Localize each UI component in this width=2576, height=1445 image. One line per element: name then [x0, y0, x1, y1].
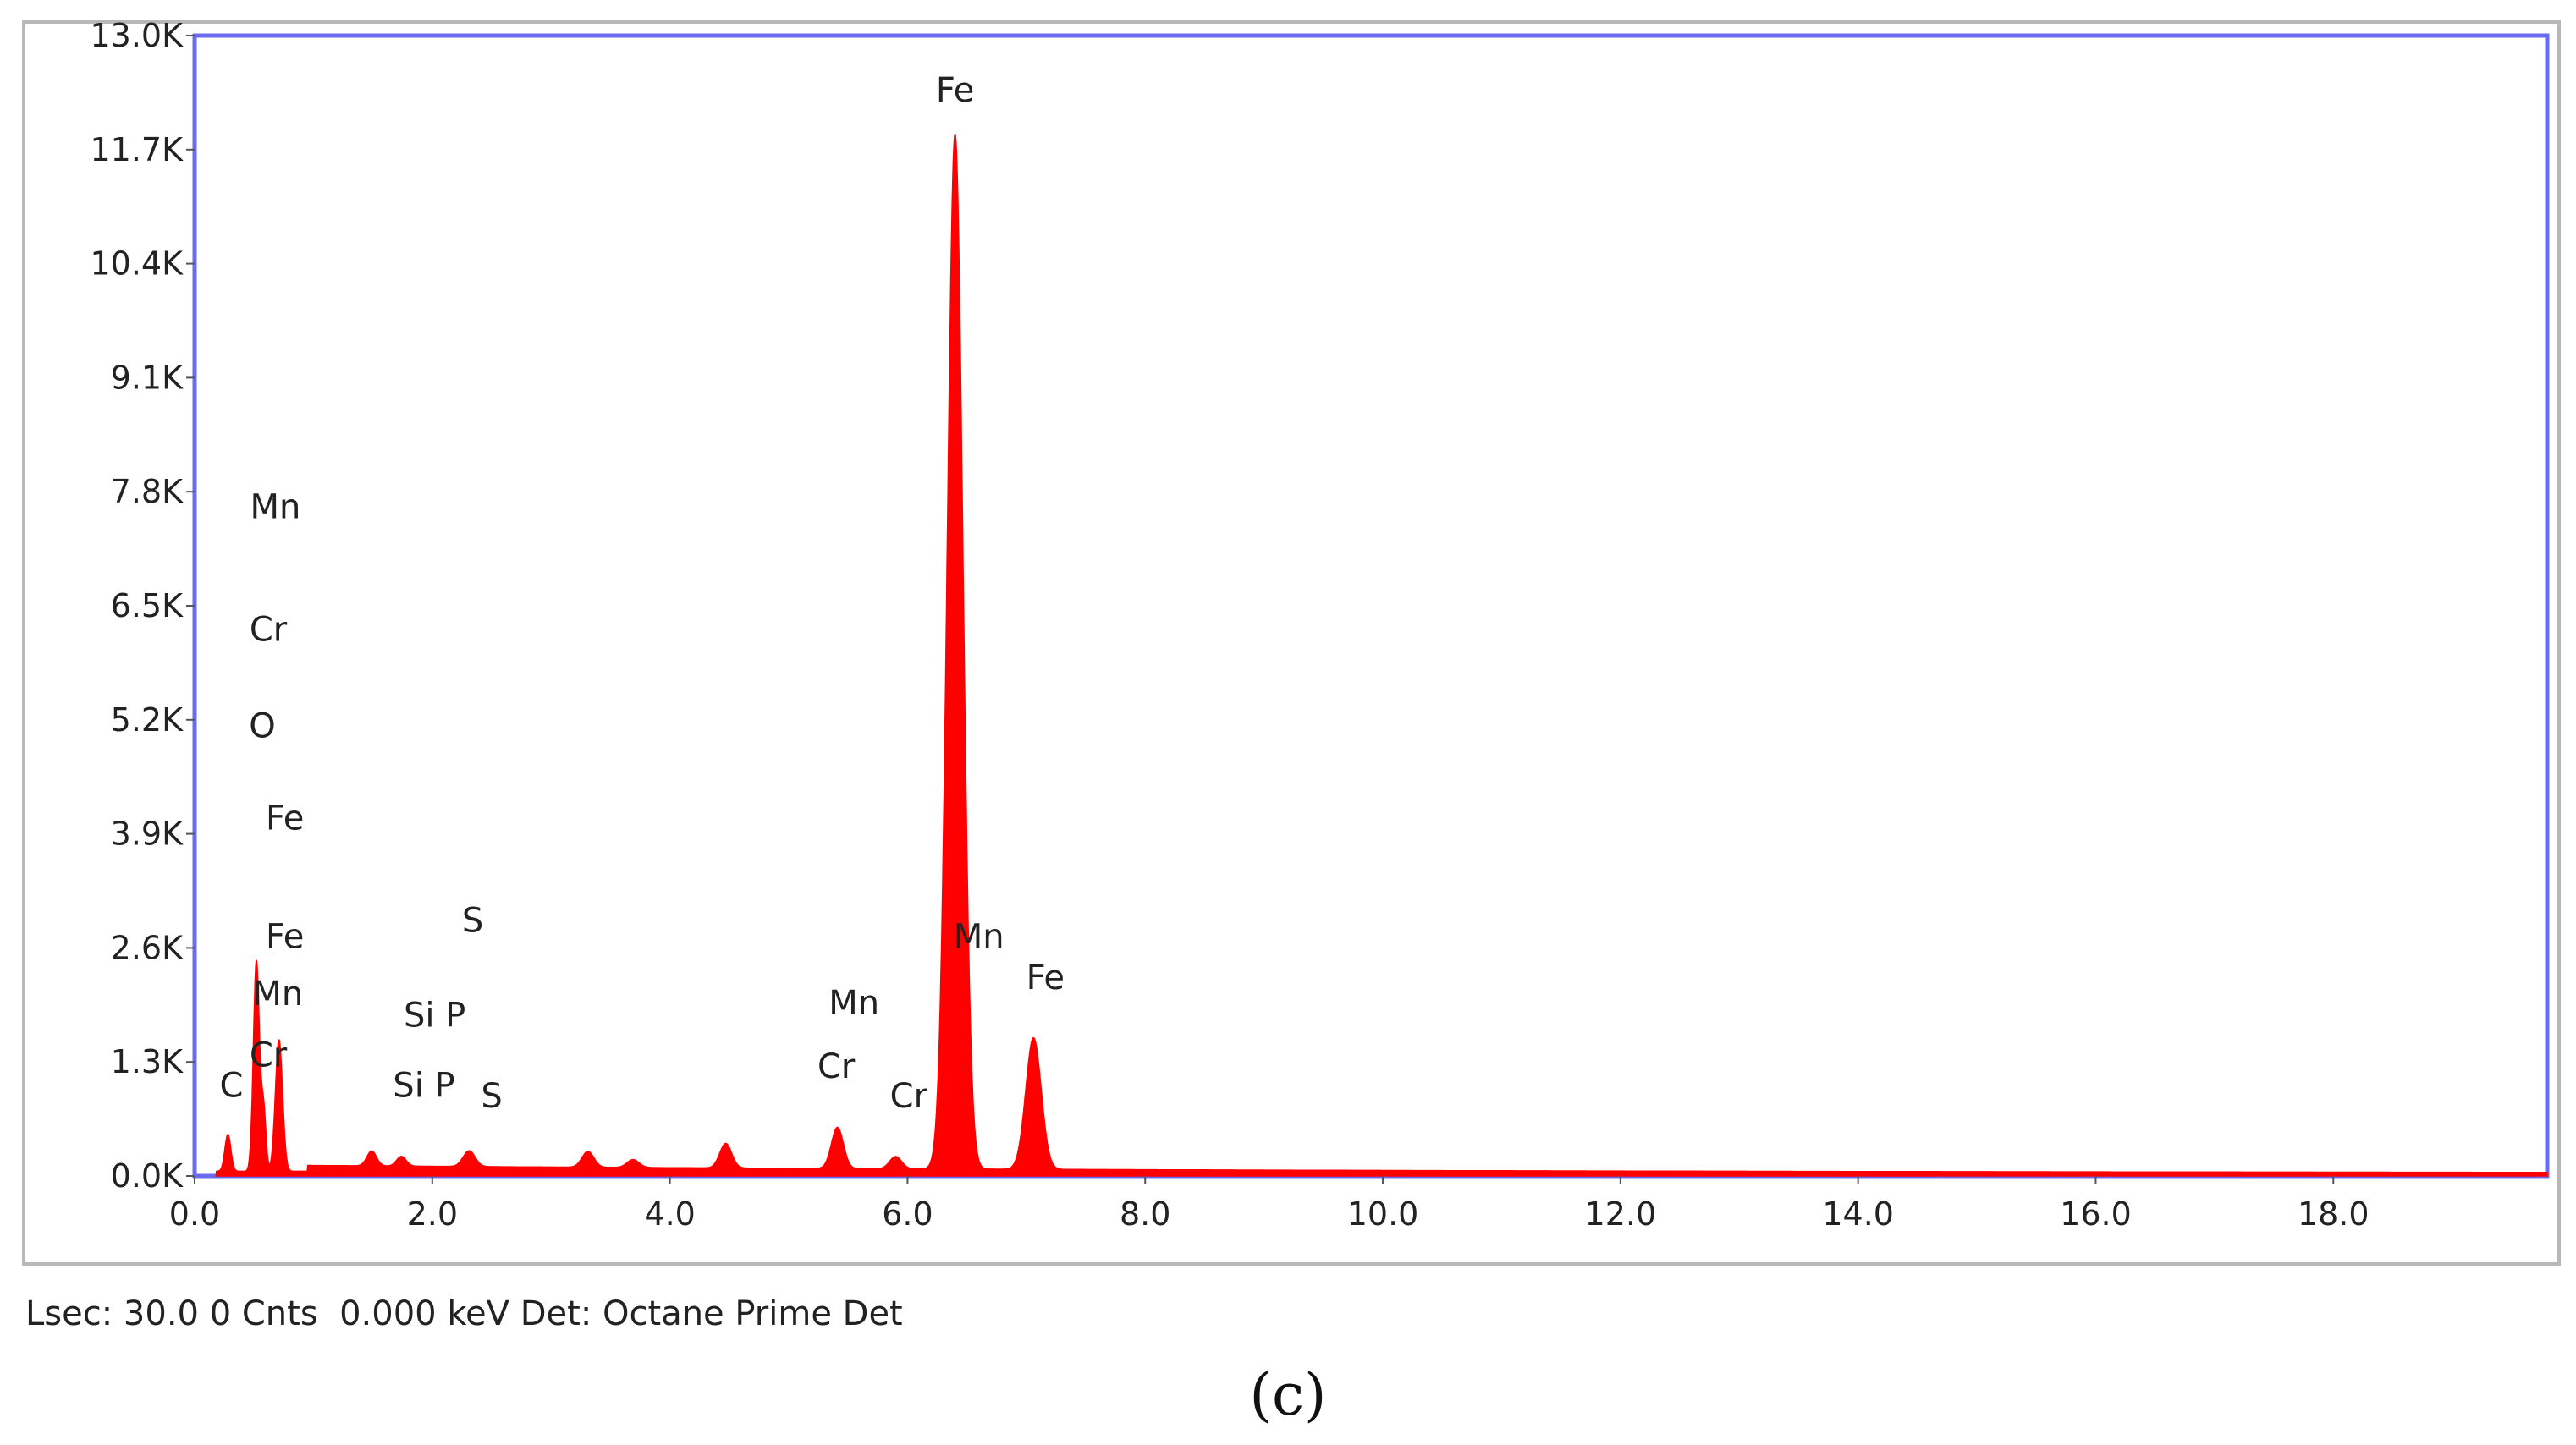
figure-caption: (c) [1249, 1362, 1327, 1429]
y-tick-label: 5.2K [111, 701, 184, 739]
x-tick-label: 8.0 [1120, 1195, 1170, 1233]
x-axis: 0.0 2.0 4.0 6.0 8.0 10.0 12.0 14.0 16.0 18.0 [169, 1176, 2370, 1233]
y-tick-label: 6.5K [111, 587, 184, 624]
x-tick-label: 6.0 [882, 1195, 933, 1233]
plot-area [192, 33, 2550, 1179]
spectrum-series [215, 134, 2548, 1177]
x-tick-label: 2.0 [407, 1195, 458, 1233]
x-tick-label: 0.0 [169, 1195, 220, 1233]
peak-annotation: Si P [404, 997, 465, 1036]
x-tick-label: 16.0 [2060, 1195, 2132, 1233]
status-bar-text: Lsec: 30.0 0 Cnts 0.000 keV Det: Octane … [25, 1294, 903, 1333]
y-tick-label: 11.7K [90, 131, 184, 168]
peak-annotation: Cr [817, 1047, 856, 1086]
y-tick-label: 7.8K [111, 473, 184, 510]
peak-annotation: Si P [393, 1067, 454, 1106]
x-tick-label: 10.0 [1347, 1195, 1419, 1233]
peak-annotation: Cr [250, 1036, 288, 1074]
x-tick-label: 12.0 [1585, 1195, 1657, 1233]
x-tick-label: 18.0 [2298, 1195, 2370, 1233]
peak-annotation: Fe [1027, 959, 1065, 997]
peak-annotation: Cr [890, 1077, 928, 1116]
peak-annotation: O [249, 707, 275, 746]
y-tick-label: 10.4K [90, 245, 184, 283]
y-tick-label: 9.1K [111, 359, 184, 396]
peak-annotation: Fe [266, 799, 304, 838]
x-tick-label: 14.0 [1822, 1195, 1894, 1233]
y-tick-label: 3.9K [111, 816, 184, 853]
y-tick-label: 13.0K [90, 17, 184, 54]
peak-annotation: Mn [828, 984, 879, 1023]
x-tick-label: 4.0 [644, 1195, 695, 1233]
peak-annotation: Mn [252, 975, 303, 1014]
peak-annotation: Mn [954, 917, 1005, 956]
peak-annotation: S [462, 902, 483, 941]
y-tick-label: 0.0K [111, 1157, 184, 1195]
peak-annotation: S [481, 1077, 502, 1116]
plot-frame [192, 33, 2550, 1179]
y-tick-label: 2.6K [111, 929, 184, 966]
peak-annotation: Mn [250, 487, 301, 526]
y-tick-label: 1.3K [111, 1043, 184, 1080]
peak-annotation: Cr [250, 610, 288, 649]
peak-annotation: Fe [266, 917, 304, 956]
peak-annotation: Fe [936, 71, 974, 110]
peak-annotation: C [220, 1067, 244, 1106]
y-axis: 0.0K 1.3K 2.6K 3.9K 5.2K 6.5K 7.8K 9.1K 10.4K 11.… [90, 17, 195, 1195]
